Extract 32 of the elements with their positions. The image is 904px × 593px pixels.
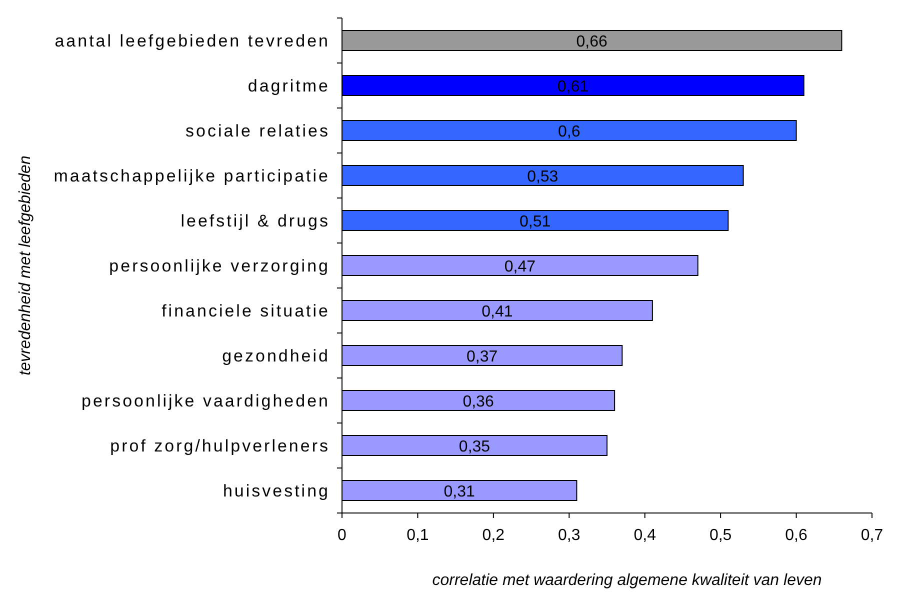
y-tick-label: aantal leefgebieden tevreden bbox=[54, 32, 330, 50]
data-label: 0,36 bbox=[462, 394, 494, 410]
y-tick-label: huisvesting bbox=[222, 482, 330, 500]
y-tick-label: dagritme bbox=[248, 76, 330, 96]
x-tick-label: 0,3 bbox=[558, 527, 580, 544]
y-tick-label: prof zorg/hulpverleners bbox=[110, 436, 330, 456]
x-tick-label: 0,1 bbox=[406, 527, 429, 544]
data-label: 0,35 bbox=[458, 438, 490, 456]
y-axis-title: tevredenheid met leefgebieden bbox=[17, 156, 34, 376]
x-tick-label: 0,5 bbox=[709, 527, 732, 544]
data-label: 0,31 bbox=[444, 484, 476, 500]
y-tick-label: gezondheid bbox=[222, 346, 330, 366]
data-label: 0,51 bbox=[520, 214, 551, 230]
data-label: 0,37 bbox=[466, 348, 498, 366]
data-label: 0,66 bbox=[576, 34, 608, 50]
y-tick-label: sociale relaties bbox=[186, 122, 330, 140]
data-label: 0,53 bbox=[527, 168, 558, 186]
data-label: 0,61 bbox=[557, 78, 589, 96]
x-tick-label: 0,2 bbox=[482, 527, 505, 544]
data-label: 0,6 bbox=[558, 124, 580, 140]
y-tick-label: maatschappelijke participatie bbox=[54, 166, 330, 186]
data-label: 0,47 bbox=[504, 258, 536, 276]
y-tick-label: leefstijl & drugs bbox=[180, 212, 330, 230]
y-tick-label: persoonlijke verzorging bbox=[109, 256, 330, 276]
x-tick-label: 0,4 bbox=[634, 527, 656, 544]
x-axis-title: correlatie met waardering algemene kwaliteit van leven bbox=[432, 572, 822, 589]
y-tick-label: persoonlijke vaardigheden bbox=[82, 392, 330, 410]
x-tick-label: 0 bbox=[338, 527, 347, 544]
x-tick-label: 0,7 bbox=[860, 527, 884, 544]
y-tick-label: financiele situatie bbox=[162, 302, 330, 320]
x-tick-label: 0,6 bbox=[785, 527, 808, 544]
data-label: 0,41 bbox=[482, 304, 513, 320]
